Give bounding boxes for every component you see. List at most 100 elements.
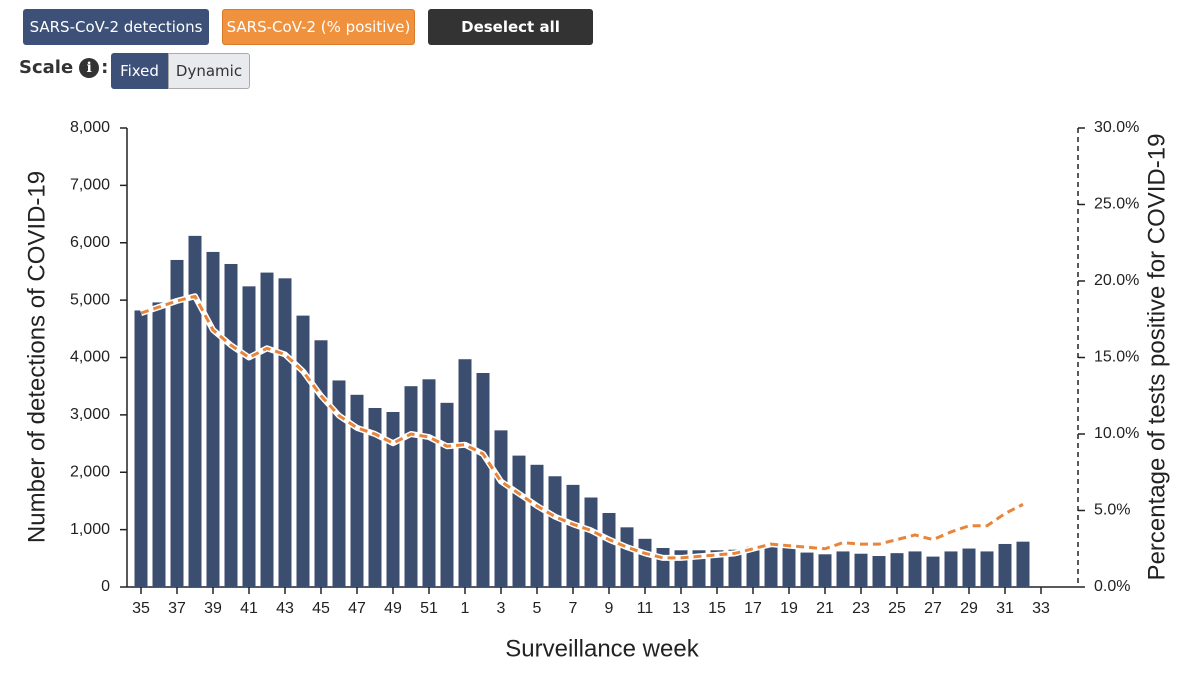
bar bbox=[386, 412, 400, 587]
y2-tick-label: 30.0% bbox=[1094, 119, 1139, 136]
bar bbox=[998, 543, 1012, 587]
bar bbox=[854, 553, 868, 587]
bar bbox=[242, 286, 256, 587]
series-toggle[interactable]: SARS-CoV-2 detections bbox=[23, 9, 209, 45]
bar bbox=[818, 554, 832, 587]
deselect-button[interactable]: Deselect all bbox=[428, 9, 593, 45]
scale-control: Scale i: bbox=[19, 57, 108, 78]
x-tick-label: 47 bbox=[348, 600, 366, 617]
bar bbox=[476, 372, 490, 587]
bar bbox=[584, 497, 598, 587]
bar bbox=[692, 550, 706, 587]
y2-tick-label: 15.0% bbox=[1094, 349, 1139, 366]
info-icon[interactable]: i bbox=[79, 57, 100, 78]
x-tick-label: 17 bbox=[744, 600, 762, 617]
x-tick-label: 29 bbox=[960, 600, 978, 617]
line-halo bbox=[140, 293, 1025, 561]
bar bbox=[296, 315, 310, 587]
x-tick-label: 3 bbox=[497, 600, 506, 617]
y-tick-label: 2,000 bbox=[70, 463, 110, 480]
bar bbox=[1016, 541, 1030, 587]
bar bbox=[638, 538, 652, 587]
bar bbox=[908, 551, 922, 587]
bar bbox=[602, 512, 616, 587]
bar bbox=[188, 235, 202, 588]
bar bbox=[890, 553, 904, 587]
bar bbox=[224, 263, 238, 587]
y2-tick-label: 5.0% bbox=[1094, 502, 1130, 519]
y-axis-title: Number of detections of COVID-19 bbox=[23, 171, 50, 543]
scale-option[interactable]: Dynamic bbox=[168, 53, 250, 89]
bar bbox=[350, 394, 364, 587]
bar bbox=[170, 259, 184, 587]
bar bbox=[782, 547, 796, 587]
bar bbox=[494, 430, 508, 587]
bar bbox=[458, 359, 472, 587]
bar bbox=[620, 527, 634, 587]
bar bbox=[872, 556, 886, 587]
x-tick-label: 43 bbox=[276, 600, 294, 617]
x-tick-label: 37 bbox=[168, 600, 186, 617]
bar bbox=[836, 551, 850, 587]
y-tick-label: 0 bbox=[101, 578, 110, 595]
bar bbox=[260, 272, 274, 587]
bar bbox=[422, 379, 436, 587]
bar bbox=[512, 455, 526, 587]
bar bbox=[404, 386, 418, 587]
bar bbox=[440, 402, 454, 587]
x-tick-label: 23 bbox=[852, 600, 870, 617]
x-tick-label: 41 bbox=[240, 600, 258, 617]
x-tick-label: 21 bbox=[816, 600, 834, 617]
x-tick-label: 9 bbox=[605, 600, 614, 617]
line bbox=[140, 294, 1024, 560]
bar bbox=[368, 407, 382, 587]
x-tick-label: 1 bbox=[461, 600, 470, 617]
x-tick-label: 27 bbox=[924, 600, 942, 617]
bar bbox=[764, 543, 778, 587]
x-tick-label: 5 bbox=[533, 600, 542, 617]
y-tick-label: 4,000 bbox=[70, 349, 110, 366]
bar bbox=[206, 251, 220, 587]
x-tick-label: 33 bbox=[1032, 600, 1050, 617]
bar bbox=[710, 550, 724, 587]
x-tick-label: 19 bbox=[780, 600, 798, 617]
x-tick-label: 39 bbox=[204, 600, 222, 617]
x-tick-label: 11 bbox=[637, 600, 654, 617]
bar bbox=[746, 546, 760, 587]
x-tick-label: 35 bbox=[132, 600, 150, 617]
bar bbox=[980, 551, 994, 587]
bar bbox=[530, 464, 544, 587]
x-tick-label: 15 bbox=[708, 600, 726, 617]
colon: : bbox=[101, 57, 109, 78]
scale-option[interactable]: Fixed bbox=[111, 53, 168, 89]
y2-tick-label: 25.0% bbox=[1094, 196, 1139, 213]
x-tick-label: 7 bbox=[569, 600, 578, 617]
scale-label: Scale bbox=[19, 57, 74, 78]
series-toggle[interactable]: SARS-CoV-2 (% positive) bbox=[222, 9, 415, 45]
bar bbox=[674, 550, 688, 587]
bar bbox=[134, 310, 148, 587]
y-tick-label: 7,000 bbox=[70, 177, 110, 194]
y-tick-label: 6,000 bbox=[70, 234, 110, 251]
y2-axis-title: Percentage of tests positive for COVID-1… bbox=[1143, 134, 1170, 581]
x-tick-label: 51 bbox=[420, 600, 438, 617]
bar bbox=[656, 547, 670, 587]
bar bbox=[314, 340, 328, 587]
y2-tick-label: 20.0% bbox=[1094, 272, 1139, 289]
y-tick-label: 1,000 bbox=[70, 521, 110, 538]
bar bbox=[566, 484, 580, 587]
bar bbox=[800, 552, 814, 587]
bar bbox=[728, 549, 742, 587]
bar bbox=[548, 476, 562, 587]
x-tick-label: 31 bbox=[996, 600, 1014, 617]
y-tick-label: 3,000 bbox=[70, 406, 110, 423]
y2-tick-label: 10.0% bbox=[1094, 425, 1139, 442]
bar bbox=[278, 278, 292, 587]
bar bbox=[332, 380, 346, 587]
x-tick-label: 25 bbox=[888, 600, 906, 617]
bar bbox=[926, 556, 940, 587]
y-tick-label: 5,000 bbox=[70, 291, 110, 308]
y-tick-label: 8,000 bbox=[70, 119, 110, 136]
